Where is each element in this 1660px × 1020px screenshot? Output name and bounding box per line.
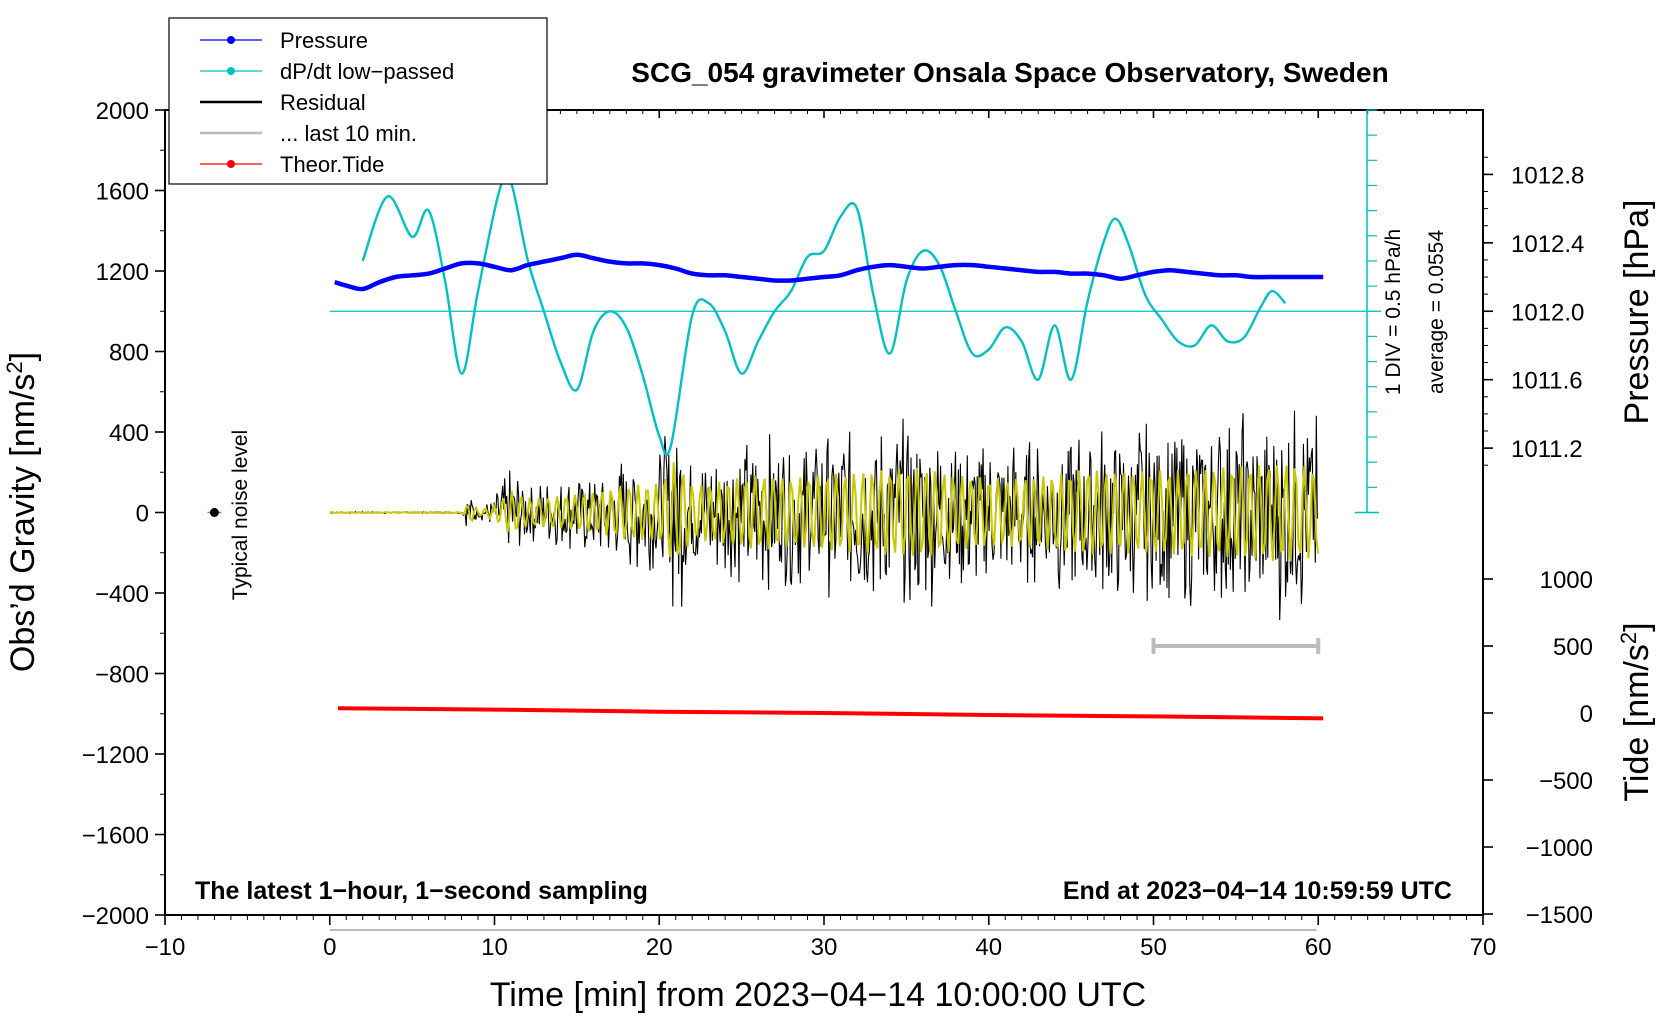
x-tick-label: 20 — [646, 934, 673, 961]
legend-label: Theor.Tide — [280, 152, 384, 177]
tide-tick-label: 500 — [1553, 634, 1593, 661]
y-axis-title-pressure: Pressure [hPa] — [1618, 200, 1656, 425]
tide-tick-label: 1000 — [1540, 567, 1593, 594]
legend: Pressure dP/dt low−passed Residual ... last… — [168, 17, 548, 185]
legend-swatch-marker — [227, 67, 235, 75]
dpdt-series-line — [361, 173, 1287, 457]
residual-trace — [329, 410, 1318, 621]
y-tick-label: 1600 — [96, 179, 149, 206]
legend-label: dP/dt low−passed — [280, 59, 454, 84]
pressure-series-line — [334, 252, 1324, 292]
x-tick-label: 50 — [1140, 934, 1167, 961]
pressure-tick-label: 1012.8 — [1511, 162, 1584, 189]
y-tick-label: 400 — [109, 420, 149, 447]
x-tick-label: 30 — [811, 934, 838, 961]
x-tick-label: 10 — [481, 934, 508, 961]
pressure-tick-label: 1011.2 — [1511, 436, 1583, 463]
y-tick-label: 1200 — [96, 259, 149, 286]
dpdt-scale-label: 1 DIV = 0.5 hPa/h — [1382, 229, 1405, 395]
legend-swatch-marker — [227, 36, 235, 44]
x-tick-label: −10 — [145, 934, 186, 961]
y-tick-label: 800 — [109, 340, 149, 367]
legend-swatch-marker — [227, 160, 235, 168]
x-tick-label: 0 — [323, 934, 336, 961]
caption-right: End at 2023−04−14 10:59:59 UTC — [1063, 877, 1452, 905]
tide-tick-label: −1000 — [1526, 835, 1593, 862]
x-tick-label: 70 — [1470, 934, 1497, 961]
grid-ticks: −10 0 10 20 30 40 50 60 70 2000 1600 1200 800 400 0 −40… — [82, 98, 1593, 961]
chart-title: SCG_054 gravimeter Onsala Space Observat… — [631, 57, 1388, 88]
tide-tick-label: −1500 — [1526, 902, 1593, 929]
legend-label: Residual — [280, 90, 366, 115]
y-tick-label: −400 — [95, 581, 149, 608]
noise-label: Typical noise level — [229, 430, 252, 600]
caption-left: The latest 1−hour, 1−second sampling — [195, 877, 648, 905]
pressure-tick-label: 1011.6 — [1511, 368, 1583, 395]
tide-tick-label: −500 — [1539, 768, 1593, 795]
noise-point — [209, 508, 219, 517]
y-axis-title-left: Obs’d Gravity [nm/s2] — [2, 352, 42, 672]
tide-tick-label: 0 — [1580, 701, 1593, 728]
y-tick-label: −800 — [95, 662, 149, 689]
legend-label: ... last 10 min. — [280, 121, 417, 146]
y-tick-label: 2000 — [96, 98, 149, 125]
pressure-tick-label: 1012.4 — [1511, 231, 1584, 258]
data-layer — [207, 173, 1324, 931]
y-tick-label: −1200 — [82, 742, 149, 769]
residual-lowpass-trace — [329, 462, 1320, 562]
pressure-tick-label: 1012.0 — [1511, 299, 1584, 326]
x-axis-title: Time [min] from 2023−04−14 10:00:00 UTC — [490, 976, 1146, 1014]
legend-label: Pressure — [280, 28, 368, 53]
y-axis-title-tide: Tide [nm/s2] — [1616, 622, 1656, 801]
x-tick-label: 40 — [975, 934, 1002, 961]
y-tick-label: 0 — [136, 501, 149, 528]
x-tick-label: 60 — [1305, 934, 1332, 961]
dpdt-average-label: average = 0.0554 — [1425, 230, 1448, 394]
y-tick-label: −1600 — [82, 823, 149, 850]
y-tick-label: −2000 — [82, 903, 149, 930]
tide-series-line — [337, 706, 1324, 721]
